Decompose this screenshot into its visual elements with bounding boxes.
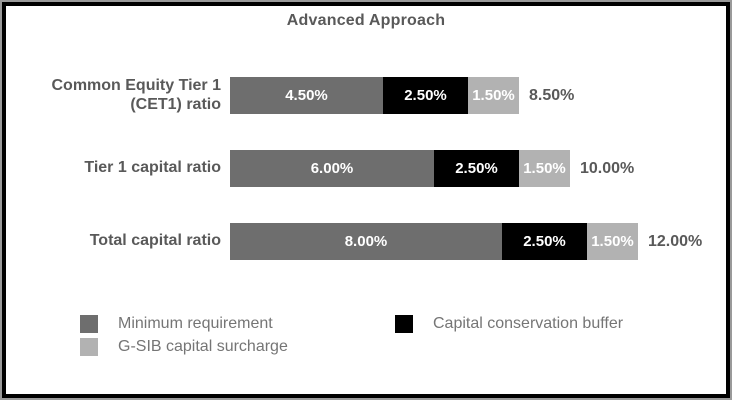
chart-row: Tier 1 capital ratio 6.00% 2.50% 1.50% 10.00… — [6, 150, 726, 187]
bar-segment: 8.00% — [230, 223, 502, 260]
stacked-bar: 8.00% 2.50% 1.50% — [230, 223, 638, 260]
legend-label: Capital conservation buffer — [433, 315, 624, 332]
legend-label: G-SIB capital surcharge — [118, 338, 288, 355]
bar-segment: 1.50% — [468, 77, 519, 114]
bar-segment: 2.50% — [383, 77, 468, 114]
category-label: Common Equity Tier 1 (CET1) ratio — [51, 76, 221, 113]
legend: Minimum requirement Capital conservation … — [6, 315, 726, 356]
category-label: Total capital ratio — [89, 232, 221, 250]
total-label: 12.00% — [648, 232, 703, 250]
total-label: 8.50% — [529, 86, 575, 104]
chart-row: Common Equity Tier 1 (CET1) ratio 4.50% 2.… — [6, 77, 726, 114]
bar-chart: Common Equity Tier 1 (CET1) ratio 4.50% 2.… — [6, 77, 726, 260]
bar-segment: 1.50% — [519, 150, 570, 187]
legend-swatch — [395, 315, 413, 333]
legend-swatch — [80, 338, 98, 356]
category-label: Tier 1 capital ratio — [84, 159, 221, 177]
legend-label: Minimum requirement — [118, 315, 273, 332]
bar-segment: 2.50% — [502, 223, 587, 260]
stacked-bar: 6.00% 2.50% 1.50% — [230, 150, 570, 187]
legend-swatch — [80, 315, 98, 333]
total-label: 10.00% — [580, 159, 635, 177]
bar-segment: 1.50% — [587, 223, 638, 260]
bar-segment: 2.50% — [434, 150, 519, 187]
bar-segment: 4.50% — [230, 77, 383, 114]
chart-title: Advanced Approach — [286, 12, 446, 29]
stacked-bar: 4.50% 2.50% 1.50% — [230, 77, 519, 114]
legend-item: Minimum requirement — [80, 315, 395, 333]
legend-item: G-SIB capital surcharge — [80, 338, 395, 356]
bar-segment: 6.00% — [230, 150, 434, 187]
legend-item: Capital conservation buffer — [395, 315, 726, 333]
chart-row: Total capital ratio 8.00% 2.50% 1.50% 12.00% — [6, 223, 726, 260]
